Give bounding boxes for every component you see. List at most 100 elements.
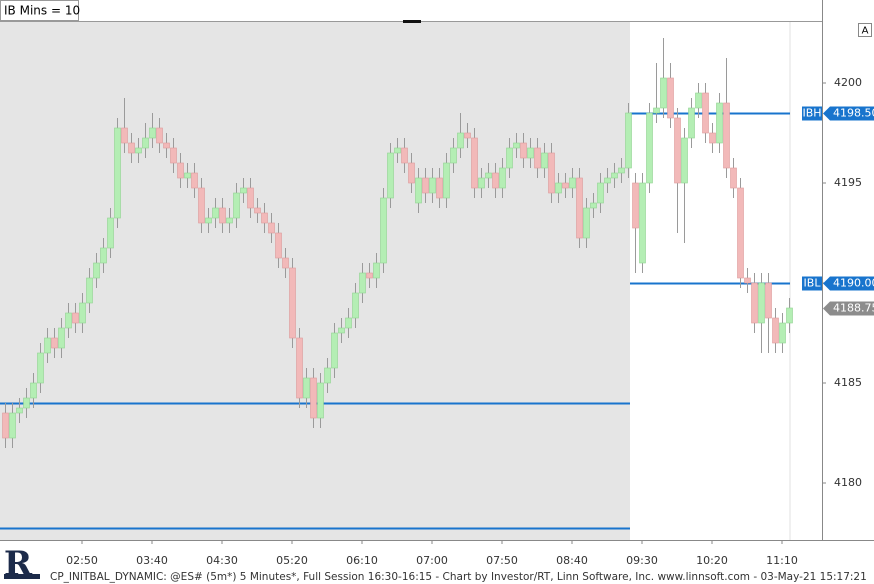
candle-body — [142, 137, 149, 149]
candle-body — [310, 377, 317, 419]
candle-body — [226, 217, 233, 224]
candle-body — [156, 127, 163, 144]
candle-body — [282, 257, 289, 269]
x-tick-label: 02:50 — [66, 554, 98, 567]
candle-body — [331, 332, 338, 369]
candle-body — [16, 407, 23, 414]
candle-body — [240, 187, 247, 194]
candle-body — [576, 177, 583, 239]
candle-body — [485, 172, 492, 179]
corner-label[interactable]: A — [862, 26, 869, 37]
candle-body — [247, 187, 254, 209]
candle-body — [562, 182, 569, 189]
candle-body — [639, 182, 646, 264]
candle-body — [779, 322, 786, 344]
candle-body — [296, 337, 303, 399]
candle-body — [352, 292, 359, 319]
candle-body — [520, 142, 527, 159]
candle-body — [2, 412, 9, 439]
chart-title: IB Mins = 10 — [4, 4, 80, 18]
candle-body — [681, 137, 688, 184]
candle-body — [772, 317, 779, 344]
candle-body — [58, 327, 65, 349]
x-tick-label: 04:30 — [206, 554, 238, 567]
candle-body — [555, 182, 562, 194]
candle-body — [373, 262, 380, 279]
candle-body — [30, 382, 37, 399]
candle-body — [709, 132, 716, 144]
x-tick-label: 05:20 — [276, 554, 308, 567]
candle-body — [345, 317, 352, 329]
candle-body — [464, 132, 471, 139]
candle-body — [548, 152, 555, 194]
level-value-box — [823, 106, 874, 121]
candle-body — [198, 187, 205, 224]
level-value-box — [823, 276, 874, 291]
candle-body — [478, 177, 485, 189]
x-tick-label: 07:00 — [416, 554, 448, 567]
corner-box[interactable] — [858, 23, 872, 37]
candle-body — [170, 147, 177, 164]
candle-body — [135, 147, 142, 154]
candle-body — [23, 397, 30, 409]
x-tick-label: 07:50 — [486, 554, 518, 567]
candle-body — [786, 307, 793, 324]
candle-body — [317, 382, 324, 419]
candle-body — [128, 142, 135, 154]
candle-body — [37, 352, 44, 384]
candle-body — [338, 327, 345, 334]
candle-body — [758, 282, 765, 324]
candle-body — [653, 107, 660, 114]
y-tick-label: 4180 — [834, 476, 862, 489]
candle-body — [212, 207, 219, 219]
candle-body — [9, 412, 16, 439]
level-name: IBL — [804, 277, 822, 290]
candle-body — [289, 267, 296, 339]
candle-body — [408, 162, 415, 184]
candle-body — [387, 152, 394, 199]
candle-body — [513, 142, 520, 149]
candle-body — [702, 92, 709, 134]
candle-body — [219, 207, 226, 224]
candle-body — [205, 217, 212, 224]
candle-body — [744, 277, 751, 284]
candle-body — [429, 177, 436, 194]
candle-body — [79, 302, 86, 324]
candle-body — [625, 112, 632, 169]
candle-body — [751, 282, 758, 324]
candle-body — [268, 222, 275, 234]
x-tick-label: 08:40 — [556, 554, 588, 567]
candle-body — [443, 162, 450, 199]
title-box — [0, 0, 79, 21]
candle-body — [667, 77, 674, 119]
candle-body — [100, 247, 107, 264]
candle-body — [527, 147, 534, 159]
candle-body — [65, 312, 72, 329]
candle-body — [674, 117, 681, 184]
candle-body — [534, 147, 541, 169]
candle-body — [303, 377, 310, 399]
candle-body — [730, 167, 737, 189]
candle-body — [44, 337, 51, 354]
candle-body — [359, 272, 366, 294]
candle-body — [93, 262, 100, 279]
candle-body — [604, 177, 611, 184]
candle-body — [86, 277, 93, 304]
candle-body — [492, 172, 499, 189]
candle-body — [737, 187, 744, 279]
last-price-label: 4188.75 — [833, 302, 874, 315]
candle-body — [401, 147, 408, 164]
candle-body — [177, 162, 184, 179]
candle-body — [646, 112, 653, 184]
level-name-box — [802, 106, 822, 121]
candle-body — [506, 147, 513, 169]
candle-body — [72, 312, 79, 324]
scroll-handle[interactable] — [403, 20, 421, 23]
candle-body — [618, 167, 625, 174]
last-price-box — [823, 301, 874, 316]
y-tick-label: 4200 — [834, 76, 862, 89]
candle-body — [597, 182, 604, 204]
x-tick-label: 06:10 — [346, 554, 378, 567]
candle-body — [569, 177, 576, 189]
